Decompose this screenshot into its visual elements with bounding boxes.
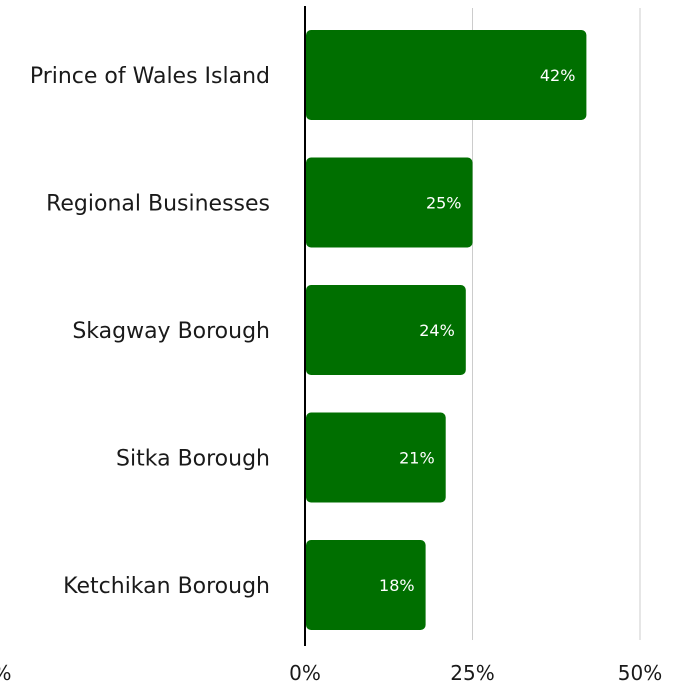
category-label-3: Sitka Borough <box>116 447 270 472</box>
data-label-4: 18% <box>379 576 415 595</box>
bar-2 <box>306 285 466 375</box>
category-label-0: Prince of Wales Island <box>30 64 270 89</box>
tick-label-1: 0% <box>289 661 321 685</box>
bars: 42% 25% 24% 21% 18% <box>306 30 587 630</box>
data-label-1: 25% <box>426 194 462 213</box>
x-axis-ticks: % 0% 25% 50% <box>0 661 662 685</box>
data-label-2: 24% <box>419 321 455 340</box>
tick-label-2: 25% <box>450 661 494 685</box>
category-label-2: Skagway Borough <box>72 319 270 344</box>
bar-4 <box>306 540 426 630</box>
bar-0 <box>306 30 587 120</box>
category-label-4: Ketchikan Borough <box>63 574 270 599</box>
tick-label-0: % <box>0 661 12 685</box>
bar-3 <box>306 412 446 503</box>
tick-label-3: 50% <box>618 661 662 685</box>
data-label-3: 21% <box>399 449 435 468</box>
bar-1 <box>306 157 473 248</box>
category-labels: Prince of Wales Island Regional Businesse… <box>30 64 270 599</box>
data-label-0: 42% <box>540 66 576 85</box>
category-label-1: Regional Businesses <box>46 192 270 217</box>
